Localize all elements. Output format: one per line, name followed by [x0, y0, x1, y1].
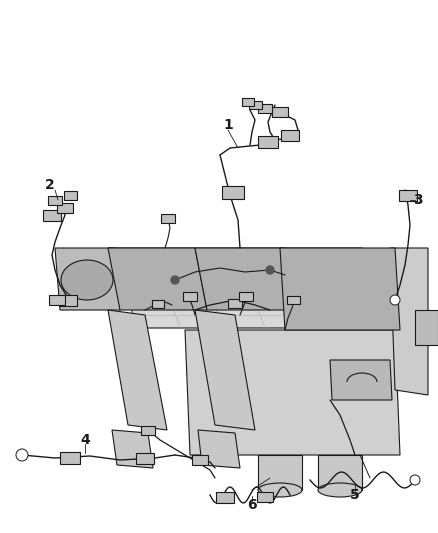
Polygon shape [390, 248, 428, 395]
Text: 4: 4 [80, 433, 90, 447]
Polygon shape [198, 430, 240, 468]
Bar [64, 190, 77, 199]
Bar [228, 298, 242, 308]
Bar [59, 295, 77, 305]
Bar [258, 136, 278, 148]
Ellipse shape [318, 483, 362, 497]
Bar [239, 292, 253, 301]
Bar [161, 214, 175, 222]
Bar [399, 190, 417, 200]
Text: 2: 2 [45, 178, 55, 192]
Polygon shape [55, 248, 120, 310]
Polygon shape [108, 248, 207, 310]
Bar [257, 492, 273, 502]
Polygon shape [318, 455, 362, 490]
Bar [152, 300, 164, 308]
Polygon shape [280, 248, 400, 330]
Polygon shape [108, 248, 392, 328]
Text: 6: 6 [247, 498, 257, 512]
Polygon shape [415, 310, 438, 345]
Circle shape [410, 475, 420, 485]
Polygon shape [112, 430, 153, 468]
Circle shape [171, 276, 179, 284]
Bar [183, 292, 197, 301]
Bar [286, 296, 300, 304]
Bar [48, 196, 62, 205]
Circle shape [390, 295, 400, 305]
Bar [258, 103, 272, 112]
Polygon shape [330, 360, 392, 400]
Polygon shape [185, 330, 400, 455]
Bar [242, 98, 254, 106]
Polygon shape [195, 310, 255, 430]
Bar [216, 491, 234, 503]
Bar [43, 209, 61, 221]
Polygon shape [258, 455, 302, 490]
Text: 5: 5 [350, 488, 360, 502]
Bar [141, 425, 155, 434]
Bar [272, 107, 288, 117]
Text: 3: 3 [413, 193, 423, 207]
Polygon shape [108, 310, 167, 430]
Ellipse shape [258, 483, 302, 497]
Bar [248, 101, 261, 109]
Bar [49, 295, 65, 305]
Bar [136, 453, 154, 464]
Bar [222, 185, 244, 198]
Circle shape [266, 266, 274, 274]
Bar [192, 455, 208, 465]
Bar [60, 452, 80, 464]
Circle shape [16, 449, 28, 461]
Bar [281, 130, 299, 141]
Text: 1: 1 [223, 118, 233, 132]
Bar [57, 203, 73, 213]
Ellipse shape [61, 260, 113, 300]
Polygon shape [195, 248, 298, 310]
